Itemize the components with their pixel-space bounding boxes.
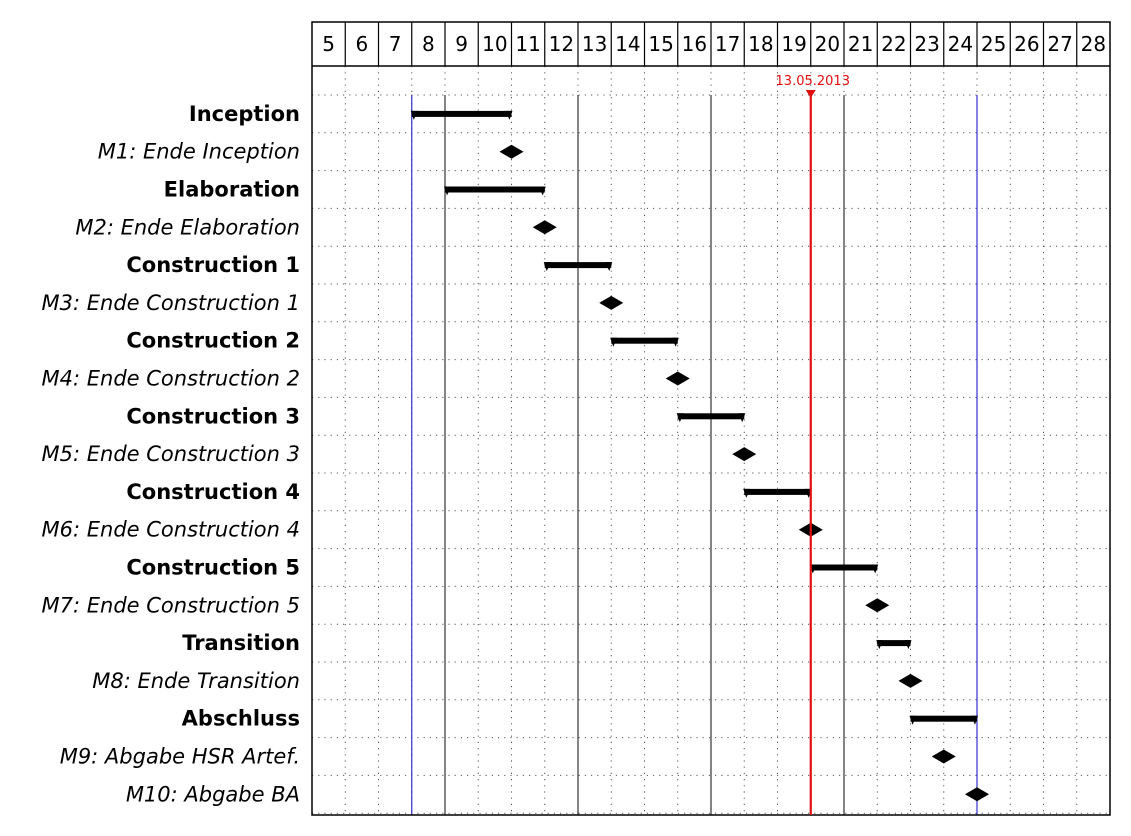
milestone-diamond xyxy=(599,295,624,310)
phase-bar-end-cap xyxy=(671,337,679,347)
milestone-label: M6: Ende Construction 4 xyxy=(42,518,300,542)
phase-label: Inception xyxy=(189,102,300,126)
milestone-label: M4: Ende Construction 2 xyxy=(42,367,300,391)
week-label: 27 xyxy=(1047,32,1072,56)
phase-bar xyxy=(677,413,745,420)
phase-bar xyxy=(744,488,811,495)
milestone-diamond xyxy=(732,447,757,462)
week-label: 23 xyxy=(914,32,939,56)
week-label: 9 xyxy=(455,32,468,56)
phase-bar-start-cap xyxy=(444,186,451,196)
week-label: 5 xyxy=(322,32,335,56)
phase-bar-end-cap xyxy=(605,262,613,272)
week-label: 25 xyxy=(981,32,1006,56)
phase-bar xyxy=(611,337,678,344)
phase-bar-start-cap xyxy=(410,110,418,120)
week-label: 22 xyxy=(881,32,906,56)
phase-bar xyxy=(411,110,512,117)
phase-bar xyxy=(877,640,911,647)
milestone-diamond xyxy=(931,749,956,764)
milestone-label: M10: Abgabe BA xyxy=(126,782,300,806)
phase-bar-start-cap xyxy=(543,262,551,272)
phase-bar-start-cap xyxy=(909,715,917,725)
week-axis: 5 6 7 8 9 10 11 12 13 14 15 16 17 18 19 20 21 22 23 24 25 26 2… xyxy=(322,22,1106,66)
phase-bar-end-cap xyxy=(904,640,912,650)
phase-bar xyxy=(810,564,878,571)
phase-label: Construction 4 xyxy=(126,480,300,504)
phase-label: Construction 1 xyxy=(126,253,300,277)
phase-label: Construction 2 xyxy=(126,329,300,353)
milestone-diamond xyxy=(898,673,923,688)
phase-bar-end-cap xyxy=(538,186,546,196)
phase-bar xyxy=(544,262,612,269)
phase-label: Construction 5 xyxy=(126,556,300,580)
week-label: 11 xyxy=(515,32,540,56)
milestone-diamond xyxy=(532,220,557,235)
milestone-diamond xyxy=(865,598,890,613)
milestone-label: M9: Abgabe HSR Artef. xyxy=(60,745,300,769)
week-label: 20 xyxy=(815,32,840,56)
week-label: 16 xyxy=(682,32,707,56)
today-label: 13.05.2013 xyxy=(776,74,850,89)
week-label: 15 xyxy=(648,32,673,56)
phase-label: Transition xyxy=(182,631,300,655)
milestone-label: M7: Ende Construction 5 xyxy=(42,593,300,617)
milestone-label: M8: Ende Transition xyxy=(92,669,300,693)
week-label: 10 xyxy=(482,32,507,56)
task-labels: Inception M1: Ende Inception Elaboration M2… xyxy=(42,102,300,806)
milestone-label: M5: Ende Construction 3 xyxy=(42,442,300,466)
phase-bar-end-cap xyxy=(738,413,746,423)
milestone-diamond xyxy=(965,787,989,802)
week-label: 28 xyxy=(1081,32,1106,56)
week-label: 14 xyxy=(615,32,640,56)
phase-label: Elaboration xyxy=(164,178,300,202)
phase-bar-start-cap xyxy=(676,413,684,423)
week-label: 7 xyxy=(389,32,402,56)
week-label: 17 xyxy=(715,32,740,56)
reference-lines-layer xyxy=(411,95,978,815)
week-label: 13 xyxy=(582,32,607,56)
phase-bar xyxy=(445,186,545,193)
phase-bar-end-cap xyxy=(871,564,879,574)
phase-bar xyxy=(910,715,977,722)
week-label: 26 xyxy=(1014,32,1039,56)
week-label: 19 xyxy=(781,32,806,56)
phase-label: Construction 3 xyxy=(126,404,300,428)
milestone-label: M3: Ende Construction 1 xyxy=(42,291,300,315)
phase-bar-start-cap xyxy=(610,337,618,347)
milestone-diamond xyxy=(665,371,690,386)
today-arrow xyxy=(805,90,816,98)
week-label: 6 xyxy=(356,32,369,56)
phase-label: Abschluss xyxy=(182,707,300,731)
phase-bar-start-cap xyxy=(743,488,751,498)
today-marker: 13.05.2013 xyxy=(776,74,850,815)
phase-bar-end-cap xyxy=(971,715,978,725)
week-label: 18 xyxy=(748,32,773,56)
week-label: 12 xyxy=(549,32,574,56)
week-label: 8 xyxy=(422,32,435,56)
milestone-label: M2: Ende Elaboration xyxy=(75,215,300,239)
phase-bar-end-cap xyxy=(505,110,513,120)
week-label: 21 xyxy=(848,32,873,56)
week-label: 24 xyxy=(948,32,973,56)
phase-bar-start-cap xyxy=(876,640,884,650)
milestone-label: M1: Ende Inception xyxy=(98,140,300,164)
task-marks xyxy=(410,110,989,802)
milestone-diamond xyxy=(499,144,524,159)
